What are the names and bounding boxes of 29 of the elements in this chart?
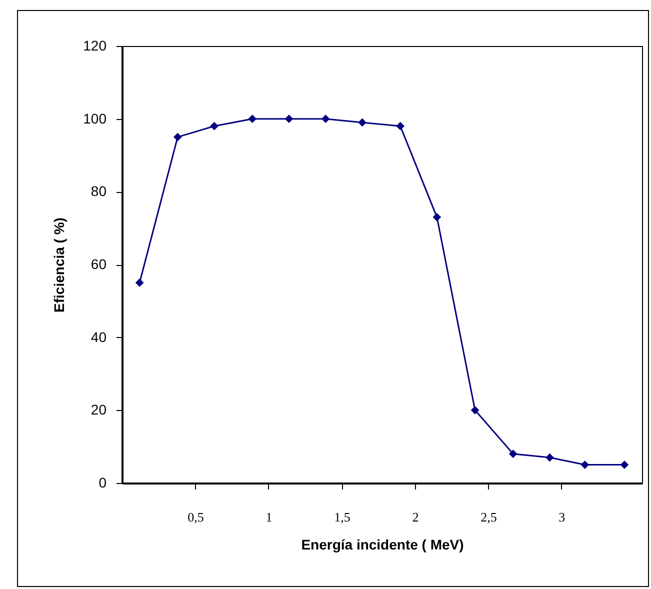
point	[173, 132, 182, 142]
x-tick-label: 3	[558, 510, 566, 524]
y-tick-label: 40	[90, 328, 107, 345]
point	[248, 114, 257, 124]
y-tick-label: 60	[90, 256, 107, 272]
x-tick-label: 0,5	[188, 510, 204, 524]
y-tick-label: 0	[98, 474, 107, 490]
point	[620, 460, 629, 469]
y-tick-label: 100	[83, 110, 107, 126]
x-tick-label: 2,5	[480, 510, 497, 524]
point	[470, 406, 480, 414]
x-axis-title: Energía incidente ( MeV)	[301, 536, 464, 552]
point	[396, 122, 404, 130]
point	[580, 460, 590, 469]
point	[321, 114, 330, 124]
x-tick-label: 1,5	[334, 510, 350, 524]
point	[546, 453, 554, 462]
x-tick-label: 1	[266, 510, 272, 524]
point	[432, 212, 442, 222]
y-tick-label: 120	[83, 38, 107, 54]
y-axis-title: Eficiencia ( %)	[51, 218, 68, 312]
point	[358, 118, 366, 127]
point	[284, 114, 294, 124]
point	[210, 122, 218, 130]
point	[508, 450, 518, 458]
y-tick-label: 80	[90, 183, 107, 200]
y-tick-label: 20	[90, 402, 107, 418]
point	[135, 278, 144, 287]
x-tick-label: 2	[412, 510, 419, 524]
